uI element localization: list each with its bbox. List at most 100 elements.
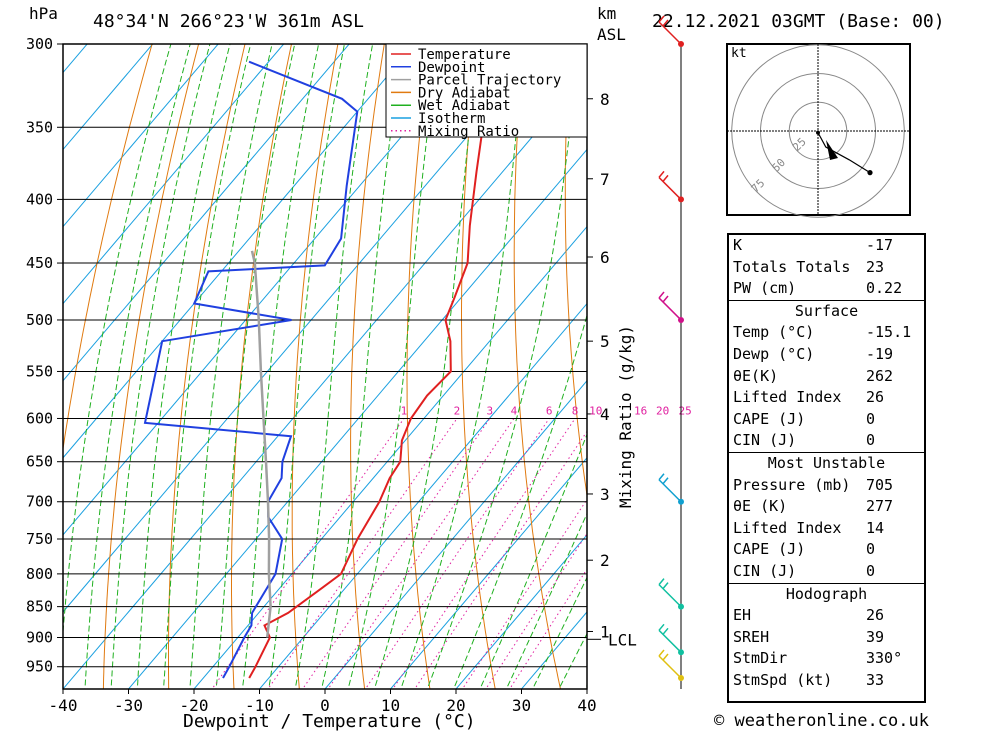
wind-profile <box>658 15 684 689</box>
index-value: 0 <box>866 431 876 450</box>
wind-barb <box>658 170 682 200</box>
index-row: Lifted Index 14 <box>729 518 924 540</box>
pressure-tick-label: 700 <box>26 493 53 511</box>
location-title: 48°34'N 266°23'W 361m ASL <box>93 11 364 32</box>
temp-tick-label: -10 <box>245 696 274 715</box>
mixing-ratio-label: 20 <box>656 404 669 417</box>
mixing-ratio-label: 16 <box>634 404 647 417</box>
temp-tick-label: -30 <box>114 696 143 715</box>
index-value: 39 <box>866 627 885 646</box>
legend-label: Temperature <box>418 47 511 63</box>
surface-indices: Surface Temp (°C) -15.1 Dewp (°C) -19 θE(K) 2… <box>729 299 924 452</box>
mixing-ratio-line <box>301 418 491 689</box>
index-row: EH 26 <box>729 605 924 627</box>
lcl-label: LCL <box>608 630 637 649</box>
temp-tick-label: 0 <box>320 696 330 715</box>
index-label: θE (K) <box>733 497 788 516</box>
wet-adiabat-line <box>479 433 587 689</box>
height-unit-bottom: ASL <box>597 25 626 44</box>
height-unit-top: km <box>597 4 616 23</box>
index-label: Temp (°C) <box>733 323 815 342</box>
isotherm-line <box>324 379 587 689</box>
dry-adiabat-line <box>63 44 153 453</box>
index-label: Lifted Index <box>733 388 842 407</box>
mixing-ratio-label: 2 <box>454 404 461 417</box>
mixing-ratio-label: 4 <box>511 404 518 417</box>
wind-barb <box>658 15 682 45</box>
index-value: 33 <box>866 670 885 689</box>
legend-label: Parcel Trajectory <box>418 73 561 89</box>
isotherm-line <box>63 44 154 151</box>
height-tick-label: 4 <box>600 405 610 424</box>
height-tick-label: 3 <box>600 485 610 504</box>
legend-label: Wet Adiabat <box>418 98 511 114</box>
index-label: K <box>733 236 743 254</box>
mixing-ratio-line <box>485 532 587 689</box>
mixing-ratio-axis-label: Mixing Ratio (g/kg) <box>616 325 635 508</box>
pressure-tick-label: 550 <box>26 362 53 380</box>
isotherm-line <box>389 457 587 689</box>
mixing-ratio-line <box>392 418 576 689</box>
unstable-indices: Most Unstable Pressure (mb) 705 θE (K) 277 L… <box>729 451 924 583</box>
wind-barb <box>658 623 682 653</box>
mixing-ratio-label: 8 <box>572 404 579 417</box>
index-row: Dewp (°C) -19 <box>729 344 924 366</box>
index-value: 0 <box>866 561 876 580</box>
pressure-tick-label: 950 <box>26 658 53 676</box>
mixing-ratio-line <box>267 418 458 689</box>
storm-motion-arrow <box>826 140 838 160</box>
index-row: θE (K) 277 <box>729 496 924 518</box>
legend-label: Isotherm <box>418 111 485 127</box>
pressure-tick-label: 650 <box>26 453 53 471</box>
isotherm-line <box>455 534 587 689</box>
temp-tick-label: -20 <box>180 696 209 715</box>
wind-barb <box>658 649 682 679</box>
pressure-tick-label: 400 <box>26 190 53 208</box>
height-tick-label: 2 <box>600 551 610 570</box>
plot-frame <box>62 43 588 690</box>
legend-box <box>385 43 588 138</box>
surface-title: Surface <box>794 301 859 320</box>
temperature-line <box>248 44 499 679</box>
hodograph-end-dot <box>867 170 873 176</box>
index-label: PW (cm) <box>733 279 797 298</box>
unstable-title: Most Unstable <box>767 453 886 472</box>
isotherm-line <box>258 302 587 689</box>
wet-adiabat-line <box>241 44 320 689</box>
index-value: 26 <box>866 606 885 625</box>
pressure-tick-label: 350 <box>26 118 53 136</box>
wet-adiabat-line <box>453 313 587 689</box>
credit-text[interactable]: © weatheronline.co.uk <box>714 711 929 731</box>
dewpoint-line <box>143 60 359 679</box>
index-label: Lifted Index <box>733 518 842 537</box>
index-row: StmDir 330° <box>729 648 924 670</box>
wind-barb <box>658 473 682 503</box>
index-row: θE(K) 262 <box>729 366 924 388</box>
dry-adiabat-line <box>937 7 1000 695</box>
wet-adiabat-line <box>84 44 191 689</box>
index-label: CIN (J) <box>733 561 797 580</box>
hodograph-trace <box>817 132 871 174</box>
isotherm-line <box>63 44 88 74</box>
x-axis-label: Dewpoint / Temperature (°C) <box>183 711 476 732</box>
mixing-ratio-labels: 1 2 3 4 6 8 10 16 20 25 <box>401 404 692 417</box>
isotherm-line <box>127 148 587 689</box>
index-row: CAPE (J) 0 <box>729 409 924 431</box>
height-tick-label: 6 <box>600 248 610 267</box>
isotherm-line <box>63 44 219 228</box>
index-label: θE(K) <box>733 366 779 385</box>
pressure-tick-label: 600 <box>26 409 53 427</box>
index-label: StmSpd (kt) <box>733 670 833 689</box>
index-row: Totals Totals 23 <box>729 257 924 279</box>
axes: 3003504004505005506006507007508008509009… <box>26 35 637 715</box>
index-label: SREH <box>733 627 770 646</box>
general-indices: K -17 Totals Totals 23 PW (cm) 0.22 <box>729 235 924 300</box>
wind-barb <box>658 578 682 608</box>
wind-barb <box>658 291 682 321</box>
index-value: 262 <box>866 366 894 385</box>
hodograph-indices: Hodograph EH 26 SREH 39 StmDir 330° StmSpd (kt… <box>729 582 924 692</box>
mixing-ratio-label: 25 <box>678 404 691 417</box>
